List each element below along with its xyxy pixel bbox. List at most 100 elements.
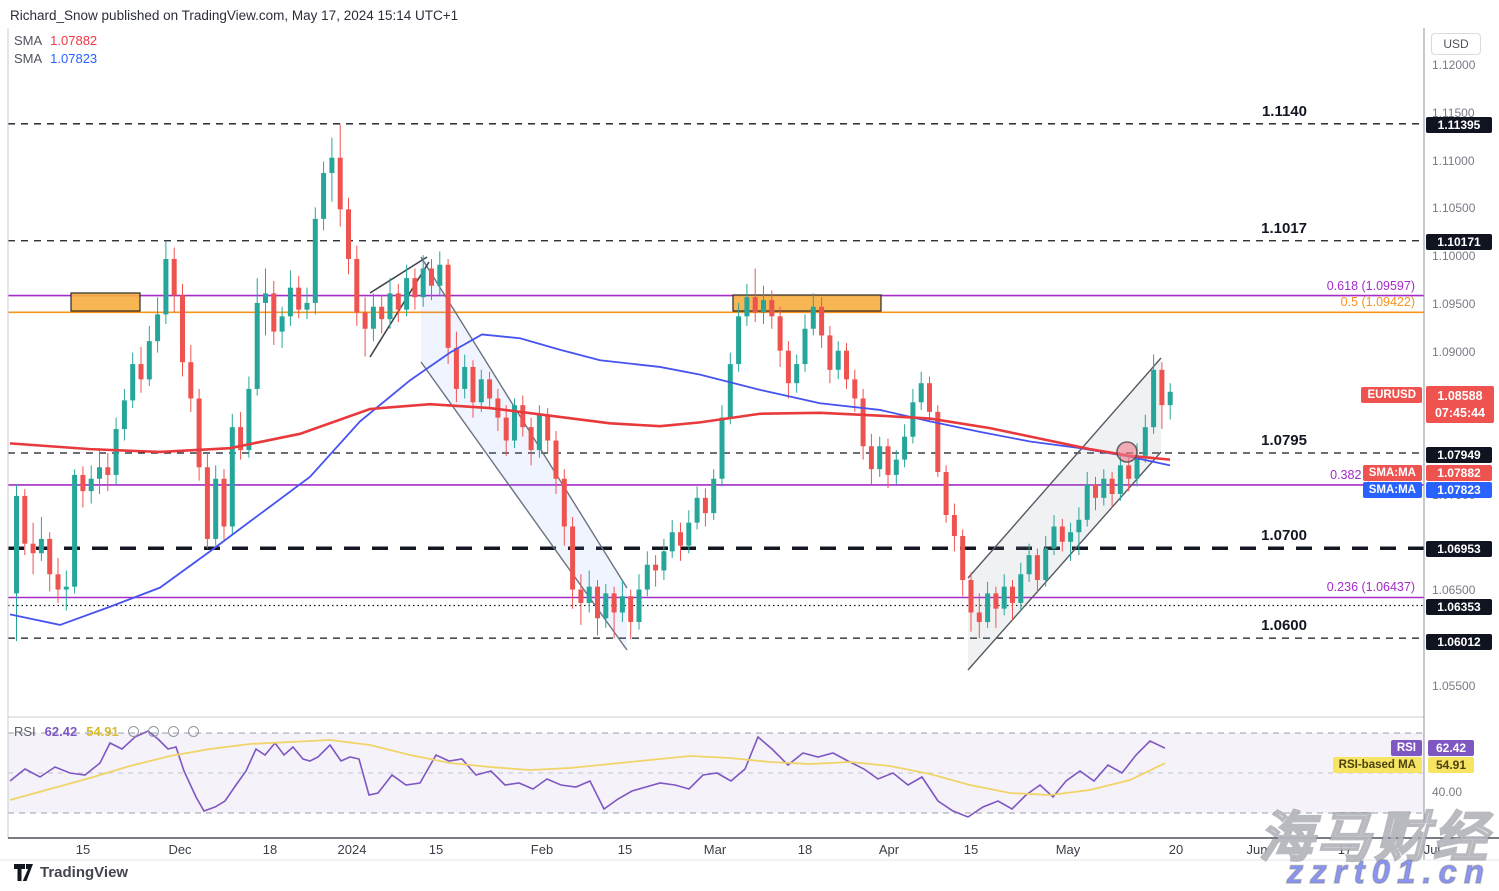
candle-body	[877, 446, 883, 470]
candle-body	[827, 335, 833, 370]
wedge-trendline-0[interactable]	[369, 256, 428, 294]
candle-body	[55, 574, 61, 590]
float-label-rsi-based-ma: RSI-based MA	[1332, 757, 1422, 773]
candle-body	[130, 364, 136, 401]
time-axis-label-Dec[interactable]: Dec	[168, 842, 192, 857]
candle-body	[180, 295, 185, 363]
time-axis-label-Jun[interactable]: Jun	[1246, 842, 1268, 857]
candle-body	[810, 306, 816, 329]
candle-body	[229, 427, 235, 527]
time-axis-label-Apr[interactable]: Apr	[878, 842, 900, 857]
candle-body	[1167, 391, 1173, 406]
price-axis-tick[interactable]: 1.12000	[1432, 58, 1476, 72]
candle-body	[910, 402, 916, 437]
time-axis-label-18[interactable]: 18	[797, 842, 813, 857]
candle-body	[561, 478, 567, 527]
candle-body	[171, 258, 177, 296]
time-axis-label-18[interactable]: 18	[262, 842, 278, 857]
candle-body	[943, 472, 949, 516]
time-axis-label-20[interactable]: 20	[1168, 842, 1184, 857]
time-axis-label-Mar[interactable]: Mar	[703, 842, 727, 857]
price-axis-tick[interactable]: 1.06500	[1432, 583, 1476, 598]
time-axis-label-May[interactable]: May	[1055, 842, 1081, 857]
candle-body	[935, 411, 941, 473]
time-axis-label-15[interactable]: 15	[75, 842, 91, 857]
candle-body	[777, 316, 783, 351]
axis-badge-54.91: 54.91	[1428, 757, 1474, 773]
candle-body	[470, 366, 476, 403]
candle-body	[769, 300, 775, 317]
candle-body	[686, 522, 692, 546]
candle-body	[570, 526, 576, 590]
time-axis-label-17[interactable]: 17	[1337, 842, 1353, 857]
sma-slow-line[interactable]	[9, 333, 1171, 626]
candle-body	[644, 564, 650, 590]
candle-body	[1059, 526, 1065, 542]
candle-body	[138, 364, 144, 380]
sma-fast-label: SMA	[14, 33, 43, 48]
candle-body	[553, 440, 559, 479]
candle-body	[702, 497, 708, 514]
tradingview-link[interactable]: TradingView	[14, 864, 128, 881]
rsi-more-icon[interactable]	[187, 726, 199, 737]
price-axis-tick[interactable]: 1.09000	[1432, 344, 1476, 359]
rsi-delete-icon[interactable]	[167, 726, 179, 737]
candle-body	[1010, 586, 1015, 603]
time-axis-label-Jul[interactable]: Jul	[1423, 842, 1441, 857]
candle-body	[744, 297, 750, 317]
candle-body	[736, 316, 742, 365]
rsi-value: 62.42	[44, 724, 78, 739]
candle-body	[296, 287, 302, 310]
time-axis-label-15[interactable]: 15	[428, 842, 444, 857]
candle-body	[545, 414, 551, 441]
time-axis-label-15[interactable]: 15	[963, 842, 979, 857]
publisher-note: Richard_Snow published on TradingView.co…	[10, 8, 459, 23]
candle-body	[669, 532, 675, 552]
time-axis-label-Feb[interactable]: Feb	[530, 842, 554, 857]
tradingview-brand-text: TradingView	[40, 864, 129, 881]
confluence-circle-marker[interactable]	[1116, 441, 1138, 463]
supply-box-0[interactable]	[70, 292, 141, 312]
price-axis-tick[interactable]: 1.05500	[1432, 679, 1476, 693]
price-axis-tick[interactable]: 1.11000	[1432, 153, 1475, 168]
candle-body	[1076, 519, 1082, 533]
candle-body	[868, 446, 874, 470]
price-axis-tick[interactable]: 1.09500	[1432, 296, 1476, 311]
axis-badge-1.06353: 1.06353	[1426, 598, 1492, 615]
time-axis-label-2024[interactable]: 2024	[337, 842, 367, 857]
rsi-axis-tick[interactable]: 40.00	[1432, 785, 1463, 799]
sma-slow-label: SMA	[14, 51, 43, 66]
price-axis-tick[interactable]: 1.10500	[1432, 201, 1476, 216]
axis-badge-1.10171: 1.10171	[1426, 233, 1492, 250]
channel-line-0-1[interactable]	[420, 361, 628, 651]
level-label-1.1017: 1.1017	[1261, 219, 1307, 237]
rsi-ma-line[interactable]	[9, 739, 1166, 801]
rsi-eye-icon[interactable]	[127, 726, 139, 737]
candle-body	[478, 379, 484, 403]
candle-body	[893, 459, 899, 475]
candle-body	[287, 287, 293, 317]
sma-legend-row-slow[interactable]: SMA 1.07823	[14, 51, 97, 66]
rsi-settings-icon[interactable]	[147, 726, 159, 737]
rsi-line[interactable]	[9, 730, 1166, 818]
time-axis-label-15[interactable]: 15	[617, 842, 633, 857]
candle-body	[354, 258, 360, 313]
candle-body	[1084, 484, 1090, 520]
candle-body	[196, 398, 202, 468]
float-label-rsi: RSI	[1390, 739, 1422, 756]
candle-body	[97, 467, 102, 479]
sma-fast-line[interactable]	[9, 402, 1171, 461]
candle-body	[794, 364, 800, 384]
candle-body	[47, 538, 53, 575]
price-axis-tick[interactable]: 1.10000	[1432, 249, 1476, 264]
price-axis-tick[interactable]: 1.11500	[1432, 105, 1475, 120]
candle-body	[1126, 465, 1132, 479]
candle-body	[985, 593, 991, 623]
sma-legend-row-fast[interactable]: SMA 1.07882	[14, 33, 97, 48]
channel-line-1-0[interactable]	[967, 357, 1162, 579]
currency-usd-button[interactable]: USD	[1431, 33, 1481, 55]
candle-body	[595, 586, 600, 619]
level-label-1.0795: 1.0795	[1261, 432, 1307, 450]
candle-body	[246, 388, 252, 451]
